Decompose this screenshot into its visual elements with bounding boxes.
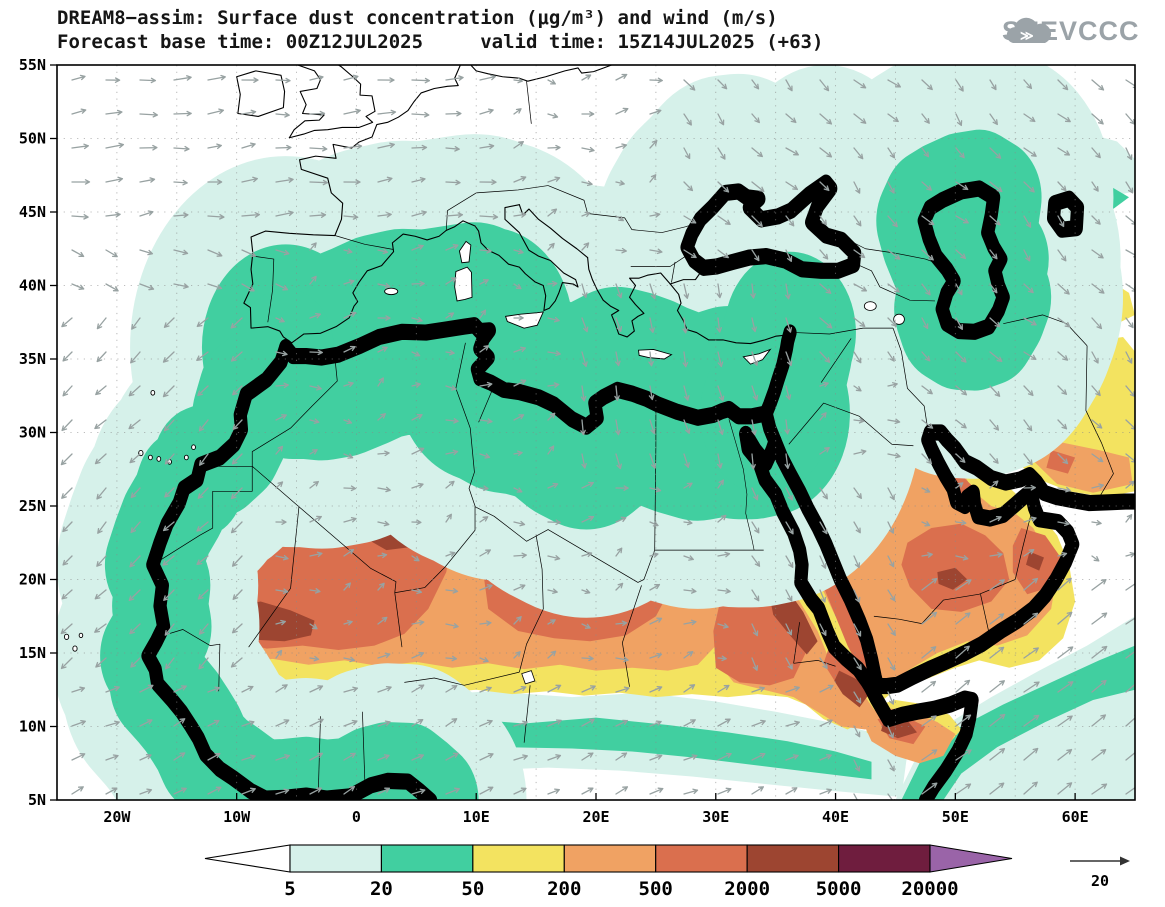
lat-tick-label: 50N <box>19 130 46 148</box>
lon-tick-label: 40E <box>822 808 849 826</box>
graticule-dotted-grid <box>57 65 1135 800</box>
lat-tick-label: 10N <box>19 718 46 736</box>
wind-reference-label: 20 <box>1091 872 1109 890</box>
lat-tick-label: 35N <box>19 350 46 368</box>
border-layer <box>153 81 1114 798</box>
logo-chevrons: ≫ <box>1020 29 1034 44</box>
lon-tick-label: 10W <box>223 808 251 826</box>
colorbar-legend: 5 20 50 200 500 2000 5000 20000 <box>204 844 1013 900</box>
lon-tick-label: 50E <box>942 808 969 826</box>
wind-vector-layer <box>60 73 1135 800</box>
lat-tick-label: 5N <box>28 791 46 809</box>
colorbar-segment <box>655 844 748 873</box>
colorbar-level-label: 500 <box>639 878 673 900</box>
chart-title-line2: Forecast base time: 00Z12JUL2025 valid t… <box>57 31 824 53</box>
chart-title-line1: DREAM8−assim: Surface dust concentration… <box>57 7 778 29</box>
islands <box>64 241 770 651</box>
colorbar-segment <box>563 844 657 873</box>
colorbar-level-label: 200 <box>547 878 581 900</box>
lon-tick-label: 20E <box>582 808 609 826</box>
lon-tick-label: 30E <box>702 808 729 826</box>
colorbar-segment <box>472 844 565 873</box>
seevccc-logo: ≫ SEEVCCC <box>1002 16 1140 47</box>
colorbar-level-label: 20 <box>370 878 393 900</box>
colorbar-level-label: 2000 <box>724 878 770 900</box>
lat-tick-label: 40N <box>19 277 46 295</box>
lat-tick-label: 30N <box>19 424 46 442</box>
lat-tick-label: 20N <box>19 571 46 589</box>
colorbar-segment <box>746 844 840 873</box>
colorbar-under-arrow <box>204 844 291 873</box>
geo-projection-group <box>57 65 1136 801</box>
colorbar-segment <box>838 844 931 873</box>
colorbar-over-arrow <box>929 844 1013 873</box>
cloud-logo-icon: ≫ <box>1006 17 1052 44</box>
axis-labels: 20W 10W 0 10E 20E 30E 40E 50E 60E 55N 50N 45N 40N 35N… <box>19 56 1089 826</box>
colorbar-level-label: 20000 <box>901 878 958 900</box>
colorbar-level-label: 5 <box>284 878 295 900</box>
coastline-layer <box>148 65 1135 801</box>
lon-tick-label: 20W <box>103 808 131 826</box>
colorbar-level-label: 5000 <box>816 878 862 900</box>
lat-tick-label: 15N <box>19 644 46 662</box>
lat-tick-label: 45N <box>19 203 46 221</box>
wind-reference: 20 <box>1070 856 1130 890</box>
lon-tick-label: 0 <box>352 808 361 826</box>
lat-tick-label: 25N <box>19 497 46 515</box>
colorbar-level-label: 50 <box>461 878 484 900</box>
colorbar-segment <box>380 844 474 873</box>
lon-tick-label: 60E <box>1062 808 1089 826</box>
lakes <box>522 302 905 684</box>
colorbar-segment <box>289 844 382 873</box>
lat-tick-label: 55N <box>19 56 46 74</box>
lon-tick-label: 10E <box>463 808 490 826</box>
